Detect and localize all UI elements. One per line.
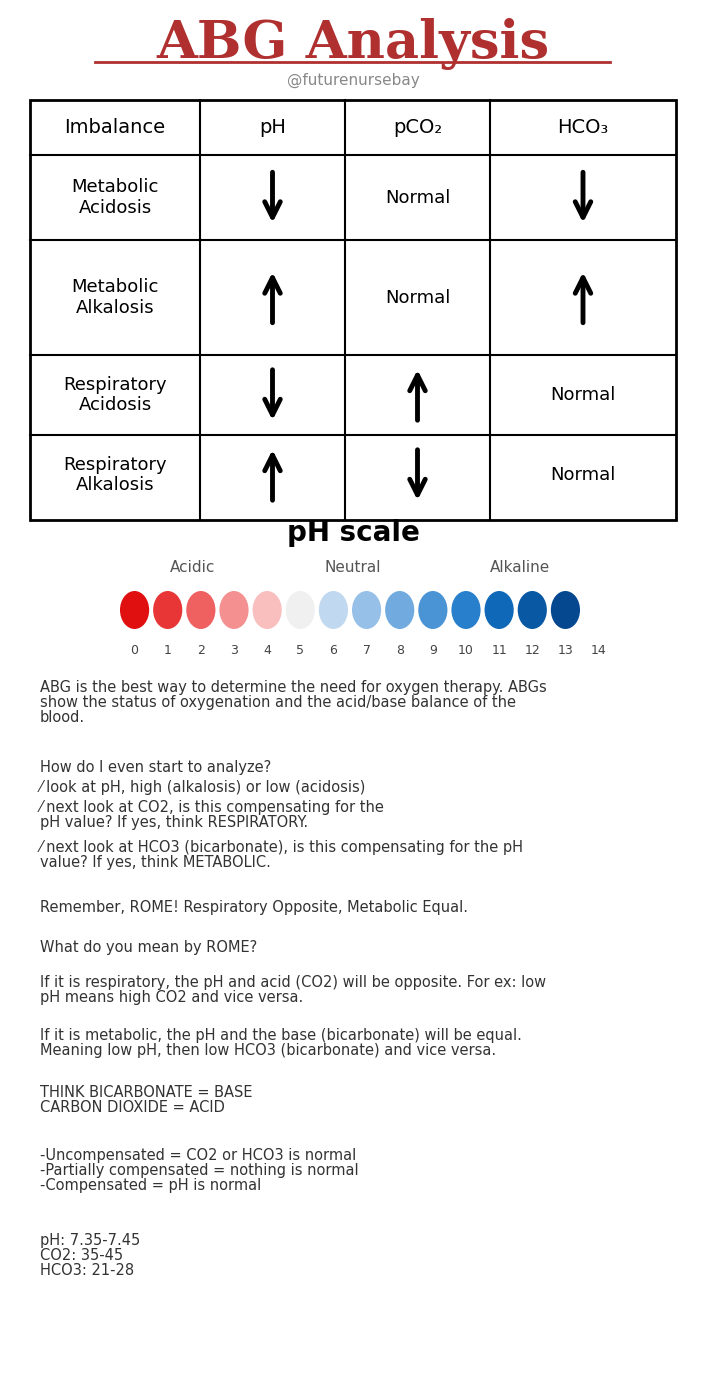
Text: 10: 10: [458, 644, 474, 656]
Text: Normal: Normal: [550, 465, 616, 483]
Text: @futurenursebay: @futurenursebay: [287, 72, 419, 87]
Text: Acidic: Acidic: [170, 559, 216, 574]
Text: HCO₃: HCO₃: [557, 117, 609, 137]
Text: Normal: Normal: [385, 188, 450, 207]
Ellipse shape: [186, 591, 215, 628]
Text: 9: 9: [429, 644, 437, 656]
Text: value? If yes, think METABOLIC.: value? If yes, think METABOLIC.: [40, 855, 271, 870]
Text: ⁄ next look at CO2, is this compensating for the: ⁄ next look at CO2, is this compensating…: [40, 800, 385, 815]
Text: Respiratory
Acidosis: Respiratory Acidosis: [64, 376, 167, 414]
Text: show the status of oxygenation and the acid/base balance of the: show the status of oxygenation and the a…: [40, 695, 516, 710]
Ellipse shape: [286, 591, 315, 628]
Text: Respiratory
Alkalosis: Respiratory Alkalosis: [64, 456, 167, 494]
Text: ABG Analysis: ABG Analysis: [157, 18, 549, 70]
Text: Neutral: Neutral: [325, 559, 381, 574]
Text: pH means high CO2 and vice versa.: pH means high CO2 and vice versa.: [40, 990, 304, 1005]
Ellipse shape: [385, 591, 414, 628]
Text: What do you mean by ROME?: What do you mean by ROME?: [40, 940, 257, 956]
Text: Metabolic
Alkalosis: Metabolic Alkalosis: [71, 278, 159, 316]
Ellipse shape: [253, 591, 282, 628]
Text: blood.: blood.: [40, 710, 85, 725]
Text: Imbalance: Imbalance: [64, 117, 166, 137]
Text: CARBON DIOXIDE = ACID: CARBON DIOXIDE = ACID: [40, 1101, 225, 1116]
Ellipse shape: [153, 591, 182, 628]
Ellipse shape: [319, 591, 348, 628]
Text: Remember, ROME! Respiratory Opposite, Metabolic Equal.: Remember, ROME! Respiratory Opposite, Me…: [40, 900, 468, 916]
Text: ⁄ next look at HCO3 (bicarbonate), is this compensating for the pH: ⁄ next look at HCO3 (bicarbonate), is th…: [40, 840, 524, 855]
Text: 6: 6: [330, 644, 337, 656]
Text: pH value? If yes, think RESPIRATORY.: pH value? If yes, think RESPIRATORY.: [40, 815, 308, 830]
Text: 3: 3: [230, 644, 238, 656]
Text: CO2: 35-45: CO2: 35-45: [40, 1248, 123, 1264]
Ellipse shape: [517, 591, 547, 628]
Text: Metabolic
Acidosis: Metabolic Acidosis: [71, 178, 159, 217]
Bar: [30, 99, 676, 521]
Ellipse shape: [484, 591, 514, 628]
Text: ⁄ look at pH, high (alkalosis) or low (acidosis): ⁄ look at pH, high (alkalosis) or low (a…: [40, 780, 366, 795]
Text: -Partially compensated = nothing is normal: -Partially compensated = nothing is norm…: [40, 1163, 359, 1178]
Ellipse shape: [551, 591, 580, 628]
Text: 7: 7: [363, 644, 371, 656]
Text: HCO3: 21-28: HCO3: 21-28: [40, 1264, 134, 1279]
Text: If it is metabolic, the pH and the base (bicarbonate) will be equal.: If it is metabolic, the pH and the base …: [40, 1027, 522, 1043]
Text: Normal: Normal: [385, 289, 450, 307]
Text: 8: 8: [396, 644, 404, 656]
Text: 12: 12: [525, 644, 540, 656]
Text: -Compensated = pH is normal: -Compensated = pH is normal: [40, 1178, 261, 1193]
Text: pH scale: pH scale: [287, 519, 419, 547]
Text: 4: 4: [263, 644, 271, 656]
Text: THINK BICARBONATE = BASE: THINK BICARBONATE = BASE: [40, 1085, 253, 1101]
Text: How do I even start to analyze?: How do I even start to analyze?: [40, 760, 271, 775]
Text: pCO₂: pCO₂: [393, 117, 442, 137]
Text: 1: 1: [164, 644, 172, 656]
Text: Normal: Normal: [550, 387, 616, 405]
Text: -Uncompensated = CO2 or HCO3 is normal: -Uncompensated = CO2 or HCO3 is normal: [40, 1148, 357, 1163]
Text: 11: 11: [491, 644, 507, 656]
Text: Alkaline: Alkaline: [490, 559, 550, 574]
Ellipse shape: [352, 591, 381, 628]
Text: 2: 2: [197, 644, 205, 656]
Ellipse shape: [220, 591, 249, 628]
Ellipse shape: [120, 591, 149, 628]
Text: ABG is the best way to determine the need for oxygen therapy. ABGs: ABG is the best way to determine the nee…: [40, 679, 546, 695]
Text: 5: 5: [297, 644, 304, 656]
Text: pH: 7.35-7.45: pH: 7.35-7.45: [40, 1233, 140, 1248]
Text: Meaning low pH, then low HCO3 (bicarbonate) and vice versa.: Meaning low pH, then low HCO3 (bicarbona…: [40, 1043, 496, 1058]
Text: 0: 0: [131, 644, 138, 656]
Text: If it is respiratory, the pH and acid (CO2) will be opposite. For ex: low: If it is respiratory, the pH and acid (C…: [40, 975, 546, 990]
Text: pH: pH: [259, 117, 286, 137]
Ellipse shape: [451, 591, 481, 628]
Ellipse shape: [418, 591, 448, 628]
Text: 13: 13: [558, 644, 573, 656]
Text: 14: 14: [591, 644, 606, 656]
